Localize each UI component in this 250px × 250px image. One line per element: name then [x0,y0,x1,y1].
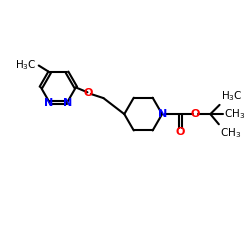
Text: H$_3$C: H$_3$C [15,58,37,72]
Text: O: O [191,109,200,119]
Text: CH$_3$: CH$_3$ [220,126,241,140]
Text: H$_3$C: H$_3$C [221,89,242,103]
Text: CH$_3$: CH$_3$ [224,107,245,121]
Text: O: O [176,126,185,136]
Text: N: N [44,98,53,108]
Text: N: N [64,98,73,108]
Text: N: N [158,109,168,119]
Text: O: O [84,88,93,98]
